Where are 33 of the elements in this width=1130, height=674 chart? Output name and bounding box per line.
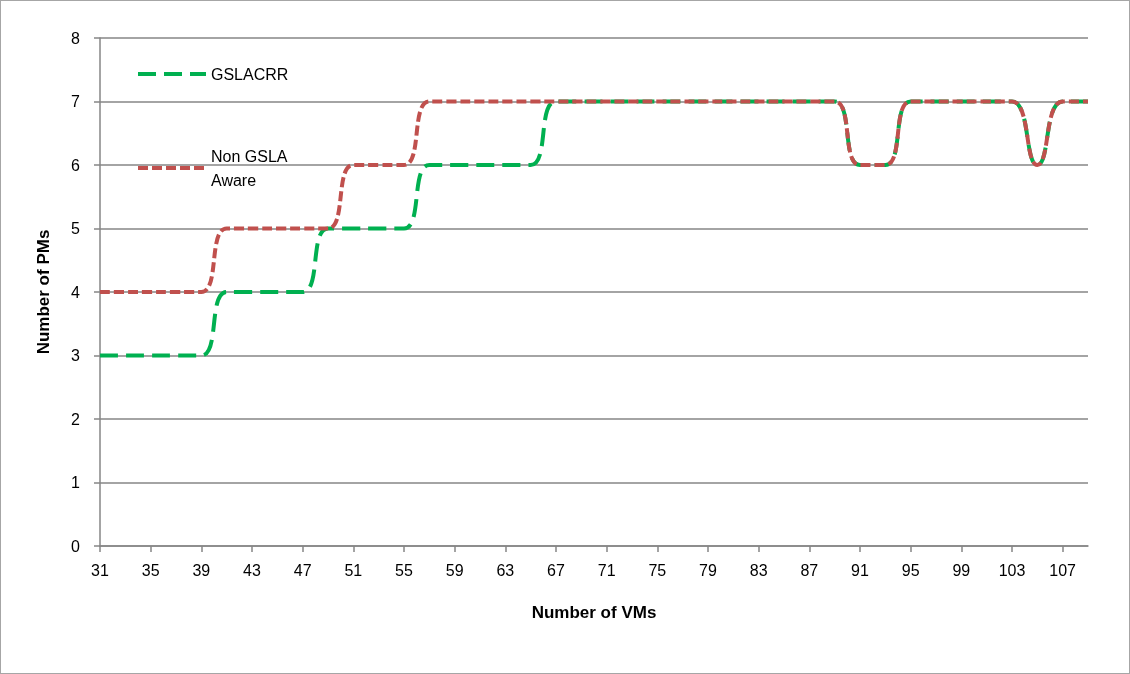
y-tick-label: 6 <box>71 156 81 174</box>
x-tick-label: 103 <box>998 561 1026 579</box>
x-tick-label: 35 <box>141 561 160 579</box>
x-tick-label: 99 <box>952 561 971 579</box>
y-tick-label: 2 <box>71 410 81 428</box>
y-tick-label: 7 <box>71 93 81 110</box>
x-tick-label: 51 <box>344 561 363 579</box>
x-tick-label: 91 <box>851 561 869 579</box>
x-tick-label: 107 <box>1049 561 1077 579</box>
x-tick-label: 55 <box>395 561 413 579</box>
y-tick-label: 3 <box>71 347 81 364</box>
y-tick-label: 8 <box>71 29 81 47</box>
x-tick-label: 39 <box>192 561 211 579</box>
x-tick-label: 63 <box>496 561 515 579</box>
x-tick-label: 43 <box>243 561 261 579</box>
x-tick-label: 31 <box>91 561 109 579</box>
x-tick-label: 59 <box>445 561 464 579</box>
legend-label: Non GSLA Aware <box>211 147 292 189</box>
y-tick-label: 1 <box>71 474 81 491</box>
x-tick-label: 71 <box>597 561 616 579</box>
x-tick-label: 95 <box>901 561 920 579</box>
y-tick-label: 0 <box>71 537 81 555</box>
x-axis-title: Number of VMs <box>531 603 657 622</box>
x-tick-label: 83 <box>749 561 768 579</box>
y-axis-title: Number of PMs <box>34 229 53 355</box>
y-tick-label: 4 <box>71 283 81 301</box>
y-tick-label: 5 <box>71 220 81 237</box>
x-tick-label: 67 <box>547 561 565 579</box>
x-tick-label: 79 <box>699 561 717 579</box>
x-tick-label: 87 <box>800 561 819 579</box>
legend-label: GSLACRR <box>211 65 289 83</box>
x-tick-label: 75 <box>648 561 667 579</box>
x-tick-label: 47 <box>293 561 312 579</box>
